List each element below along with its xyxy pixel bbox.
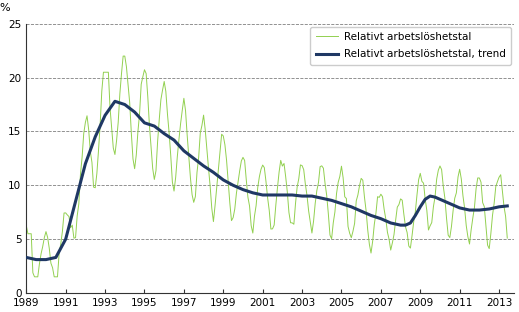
Relativt arbetslöshetstal xyxy=(23,224,30,227)
Relativt arbetslöshetstal, trend xyxy=(23,256,30,259)
Relativt arbetslöshetstal, trend xyxy=(176,144,182,147)
Relativt arbetslöshetstal, trend xyxy=(102,114,108,117)
Relativt arbetslöshetstal, trend xyxy=(54,252,61,256)
Relativt arbetslöshetstal xyxy=(433,177,440,181)
Relativt arbetslöshetstal xyxy=(176,137,182,141)
Relativt arbetslöshetstal xyxy=(120,54,126,58)
Text: %: % xyxy=(0,3,10,13)
Relativt arbetslöshetstal xyxy=(194,170,200,174)
Relativt arbetslöshetstal xyxy=(392,218,399,222)
Relativt arbetslöshetstal, trend xyxy=(112,100,118,103)
Relativt arbetslöshetstal xyxy=(102,71,108,74)
Line: Relativt arbetslöshetstal: Relativt arbetslöshetstal xyxy=(26,56,507,277)
Line: Relativt arbetslöshetstal, trend: Relativt arbetslöshetstal, trend xyxy=(26,101,507,260)
Relativt arbetslöshetstal xyxy=(504,236,510,240)
Relativt arbetslöshetstal xyxy=(31,275,37,279)
Relativt arbetslöshetstal, trend xyxy=(194,159,200,163)
Relativt arbetslöshetstal, trend xyxy=(433,196,440,200)
Relativt arbetslöshetstal, trend xyxy=(392,222,399,226)
Relativt arbetslöshetstal, trend xyxy=(33,258,39,261)
Legend: Relativt arbetslöshetstal, Relativt arbetslöshetstal, trend: Relativt arbetslöshetstal, Relativt arbe… xyxy=(310,27,511,65)
Relativt arbetslöshetstal, trend xyxy=(504,204,510,208)
Relativt arbetslöshetstal xyxy=(54,275,61,279)
